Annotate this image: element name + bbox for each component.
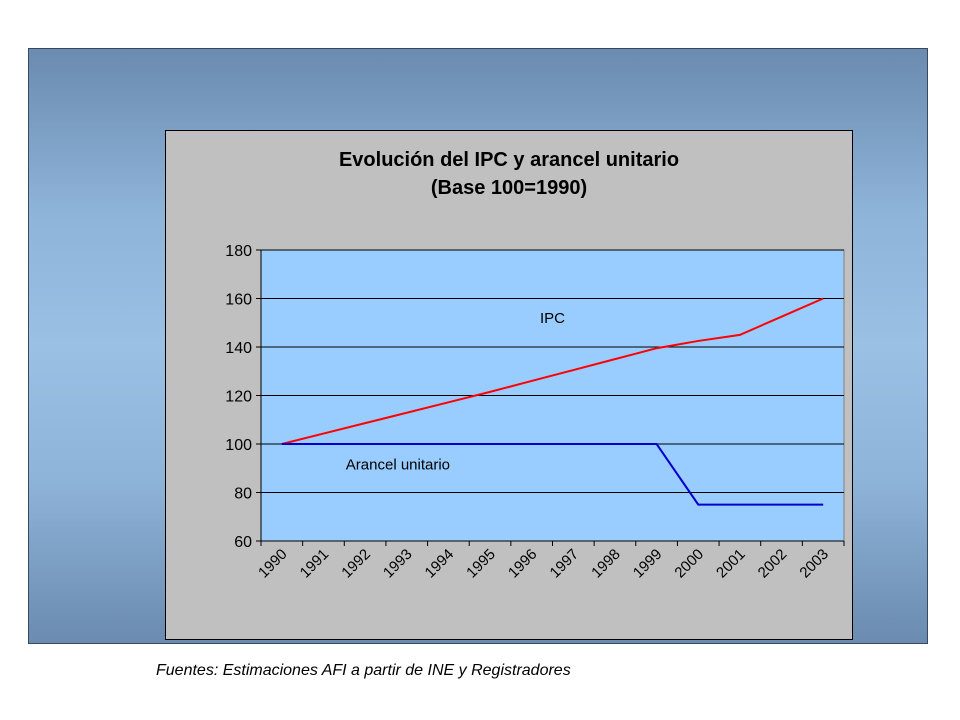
y-tick-label: 60	[234, 534, 252, 551]
y-tick-label: 160	[225, 292, 252, 309]
x-tick-label: 1999	[630, 546, 666, 582]
series-line-ipc	[281, 297, 824, 445]
x-tick-label: 1992	[338, 546, 374, 582]
series-label-ipc: IPC	[540, 310, 565, 327]
x-tick-label: 1996	[505, 546, 541, 582]
source-note: Fuentes: Estimaciones AFI a partir de IN…	[156, 662, 571, 679]
chart-area: Evolución del IPC y arancel unitario (Ba…	[165, 130, 853, 640]
series-line-arancel	[281, 443, 824, 506]
x-tick-label: 1993	[380, 546, 416, 582]
x-tick-label: 2003	[796, 546, 832, 582]
x-tick-label: 1990	[255, 546, 291, 582]
y-tick-label: 140	[225, 340, 252, 357]
y-tick-label: 120	[225, 389, 252, 406]
x-tick-label: 1994	[422, 546, 458, 582]
y-tick-label: 100	[225, 437, 252, 454]
x-tick-label: 1997	[547, 546, 583, 582]
x-tick-label: 1991	[297, 546, 333, 582]
series-label-arancel: Arancel unitario	[346, 456, 450, 473]
x-tick-label: 1998	[588, 546, 624, 582]
slide-background: Evolución del IPC y arancel unitario (Ba…	[28, 48, 928, 644]
x-tick-label: 1995	[463, 546, 499, 582]
x-tick-label: 2000	[671, 546, 707, 582]
y-tick-label: 80	[234, 486, 252, 503]
y-tick-label: 180	[225, 243, 252, 260]
x-tick-label: 2002	[755, 546, 791, 582]
chart-title: Evolución del IPC y arancel unitario	[338, 149, 680, 171]
chart-subtitle: (Base 100=1990)	[430, 177, 588, 199]
x-tick-label: 2001	[713, 546, 749, 582]
